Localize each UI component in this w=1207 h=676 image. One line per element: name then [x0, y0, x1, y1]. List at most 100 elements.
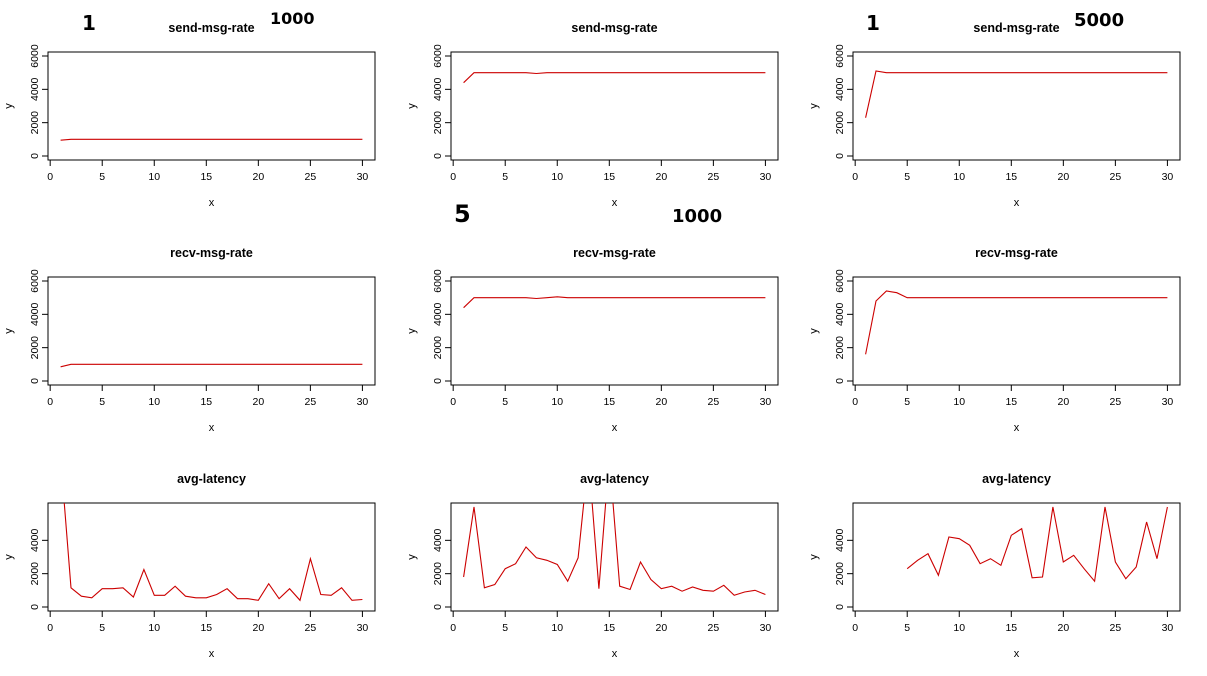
- y-tick-label: 4000: [432, 302, 444, 326]
- x-tick-label: 15: [200, 396, 212, 408]
- x-tick-label: 30: [357, 396, 369, 408]
- y-tick-label: 0: [432, 604, 444, 610]
- y-tick-label: 2000: [432, 336, 444, 360]
- y-tick-label: 4000: [432, 528, 444, 552]
- x-tick-label: 30: [1162, 622, 1174, 634]
- y-axis-label: y: [808, 103, 820, 109]
- x-tick-label: 25: [1110, 622, 1122, 634]
- series-line: [865, 290, 1168, 355]
- x-tick-label: 30: [357, 171, 369, 183]
- x-tick-label: 20: [252, 396, 264, 408]
- plot-title: avg-latency: [982, 472, 1051, 486]
- y-axis-label: y: [406, 328, 418, 334]
- x-tick-label: 0: [47, 622, 53, 634]
- x-tick-label: 20: [1057, 171, 1069, 183]
- x-tick-label: 5: [904, 622, 910, 634]
- y-tick-label: 0: [29, 604, 41, 610]
- y-tick-label: 0: [834, 378, 846, 384]
- y-axis-label: y: [3, 554, 15, 560]
- y-tick-label: 6000: [834, 44, 846, 68]
- x-tick-label: 20: [655, 171, 667, 183]
- x-tick-label: 5: [502, 171, 508, 183]
- y-tick-label: 0: [834, 153, 846, 159]
- x-tick-label: 30: [1162, 396, 1174, 408]
- x-tick-label: 30: [760, 622, 772, 634]
- x-tick-label: 20: [252, 622, 264, 634]
- y-tick-label: 0: [432, 378, 444, 384]
- y-tick-label: 6000: [834, 269, 846, 293]
- x-axis-label: x: [209, 197, 215, 209]
- plot-title: recv-msg-rate: [573, 246, 656, 260]
- plot-8: avg-latency 0 5 10 15 20 25 30 0 2000 4000 x y: [406, 472, 779, 660]
- y-tick-label: 2000: [29, 336, 41, 360]
- y-tick-label: 0: [29, 378, 41, 384]
- x-axis-label: x: [1014, 648, 1020, 660]
- x-tick-label: 0: [450, 396, 456, 408]
- y-tick-label: 6000: [432, 44, 444, 68]
- x-tick-label: 0: [47, 396, 53, 408]
- x-tick-label: 30: [1162, 171, 1174, 183]
- plot-title: recv-msg-rate: [975, 246, 1058, 260]
- x-tick-label: 0: [450, 171, 456, 183]
- y-tick-label: 2000: [432, 111, 444, 135]
- plot-4: recv-msg-rate 0 5 10 15 20 25 30 0 2000 4000 6000 x y: [3, 246, 376, 434]
- x-tick-label: 10: [148, 171, 160, 183]
- x-tick-label: 20: [655, 396, 667, 408]
- x-tick-label: 30: [760, 396, 772, 408]
- x-tick-label: 15: [200, 171, 212, 183]
- y-tick-label: 4000: [834, 302, 846, 326]
- x-axis-label: x: [612, 197, 618, 209]
- series-line: [463, 296, 766, 309]
- x-axis-label: x: [612, 422, 618, 434]
- x-tick-label: 5: [99, 622, 105, 634]
- y-tick-label: 2000: [432, 562, 444, 586]
- x-tick-label: 10: [953, 396, 965, 408]
- plot-title: avg-latency: [580, 472, 649, 486]
- plot-frame: [852, 502, 1181, 612]
- plot-frame: [450, 276, 779, 386]
- x-tick-label: 25: [305, 396, 317, 408]
- plot-5: recv-msg-rate 0 5 10 15 20 25 30 0 2000 4000 6000 x y: [406, 246, 779, 434]
- series-line: [63, 503, 363, 602]
- y-axis-label: y: [406, 554, 418, 560]
- x-tick-label: 25: [708, 396, 720, 408]
- x-tick-label: 15: [603, 396, 615, 408]
- plot-6: recv-msg-rate 0 5 10 15 20 25 30 0 2000 4000 6000 x y: [808, 246, 1181, 434]
- x-tick-label: 15: [1005, 171, 1017, 183]
- plot-3: send-msg-rate 0 5 10 15 20 25 30 0 2000 4000 6000 x y: [808, 21, 1181, 209]
- plot-1: send-msg-rate 0 5 10 15 20 25 30 0 2000 4000 6000 x y: [3, 21, 376, 209]
- x-tick-label: 0: [852, 622, 858, 634]
- x-tick-label: 15: [603, 622, 615, 634]
- plot-frame: [47, 51, 376, 161]
- x-axis-label: x: [209, 422, 215, 434]
- plot-frame: [852, 51, 1181, 161]
- plot-title: send-msg-rate: [168, 21, 254, 35]
- y-tick-label: 2000: [834, 336, 846, 360]
- x-tick-label: 0: [852, 171, 858, 183]
- x-tick-label: 5: [904, 396, 910, 408]
- x-tick-label: 10: [148, 396, 160, 408]
- x-tick-label: 20: [1057, 396, 1069, 408]
- y-tick-label: 4000: [834, 77, 846, 101]
- y-tick-label: 6000: [432, 269, 444, 293]
- x-tick-label: 5: [904, 171, 910, 183]
- x-tick-label: 15: [200, 622, 212, 634]
- series-line: [60, 138, 363, 141]
- plot-frame: [852, 276, 1181, 386]
- series-line: [463, 503, 766, 596]
- x-axis-label: x: [209, 648, 215, 660]
- x-tick-label: 15: [1005, 396, 1017, 408]
- y-tick-label: 2000: [834, 111, 846, 135]
- y-axis-label: y: [3, 103, 15, 109]
- x-tick-label: 0: [47, 171, 53, 183]
- x-tick-label: 20: [1057, 622, 1069, 634]
- plot-title: recv-msg-rate: [170, 246, 253, 260]
- y-tick-label: 0: [834, 604, 846, 610]
- y-axis-label: y: [3, 328, 15, 334]
- plot-title: send-msg-rate: [973, 21, 1059, 35]
- x-tick-label: 10: [148, 622, 160, 634]
- plot-frame: [450, 51, 779, 161]
- plot-2: send-msg-rate 0 5 10 15 20 25 30 0 2000 4000 6000 x y: [406, 21, 779, 209]
- y-tick-label: 0: [432, 153, 444, 159]
